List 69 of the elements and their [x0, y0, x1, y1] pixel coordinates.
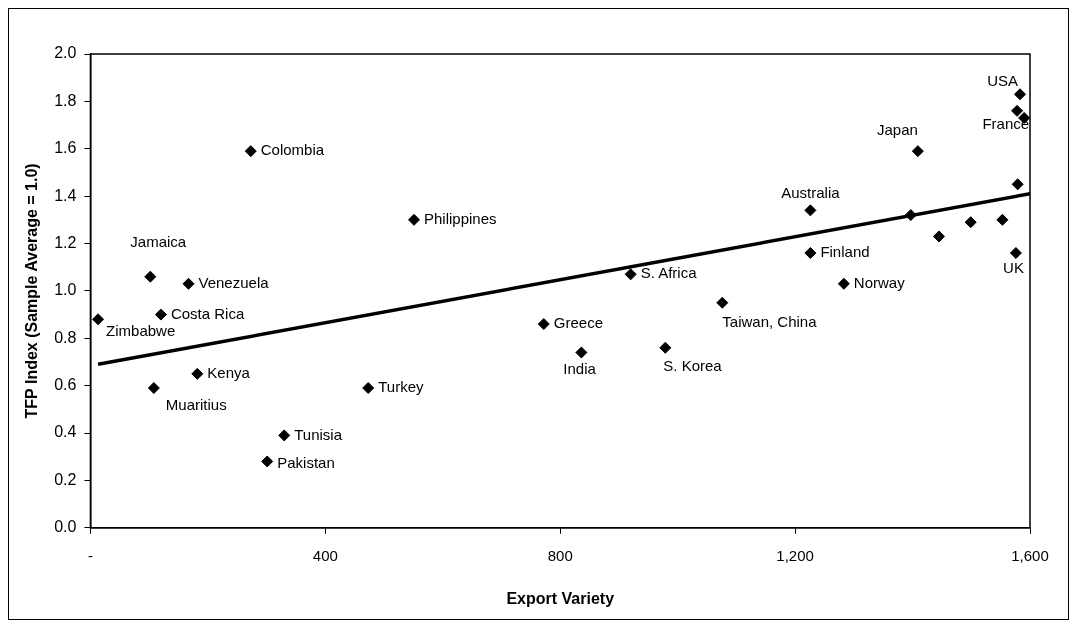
- x-tick-label: 1,600: [1011, 546, 1049, 564]
- point: [408, 213, 420, 226]
- annotation: France: [982, 115, 1030, 132]
- point: [1011, 104, 1024, 117]
- annotation: UK: [1003, 259, 1024, 277]
- x-tick-label: 800: [547, 546, 573, 564]
- x-tick-label: -: [87, 546, 93, 564]
- annotation: Taiwan, China: [722, 312, 818, 330]
- point: [147, 382, 160, 395]
- point: [244, 145, 257, 158]
- point: [996, 213, 1009, 226]
- y-tick-label: 1.2: [54, 233, 77, 251]
- annotation: India: [563, 359, 597, 377]
- point: [804, 204, 817, 217]
- y-tick-label: 1.6: [54, 139, 77, 157]
- point: [904, 209, 917, 222]
- annotation: Muaritius: [165, 396, 227, 414]
- y-tick-label: 1.8: [54, 91, 77, 109]
- y-tick-label: 0.0: [54, 518, 77, 536]
- y-tick-label: 0.6: [54, 376, 77, 394]
- annotation: Pakistan: [277, 453, 335, 471]
- annotation: Japan: [876, 121, 918, 139]
- annotation: Venezuela: [198, 273, 270, 291]
- point: [964, 216, 977, 229]
- point: [804, 247, 817, 259]
- annotation: Greece: [553, 314, 603, 332]
- y-tick-label: 2.0: [54, 44, 77, 62]
- point: [659, 341, 672, 354]
- y-tick-label: 0.2: [54, 470, 77, 488]
- point: [362, 382, 375, 395]
- point: [1014, 88, 1027, 101]
- point: [261, 455, 274, 468]
- annotation: USA: [987, 72, 1019, 90]
- annotation: Norway: [853, 273, 906, 291]
- y-tick-label: 0.8: [54, 328, 77, 346]
- annotation: Kenya: [207, 363, 251, 381]
- point: [932, 230, 945, 243]
- point: [716, 296, 729, 309]
- y-tick-label: 1.0: [54, 281, 77, 299]
- x-tick-label: 1,200: [776, 546, 814, 564]
- point: [537, 318, 550, 331]
- point: [92, 313, 105, 326]
- annotation: Costa Rica: [170, 304, 245, 322]
- x-axis-title: Export Variety: [506, 589, 615, 607]
- annotation: Finland: [820, 243, 870, 261]
- annotation: Jamaica: [130, 232, 187, 250]
- point: [837, 277, 850, 290]
- annotation: S. Korea: [663, 356, 723, 374]
- point: [624, 268, 637, 281]
- point: [575, 346, 588, 359]
- annotation: Turkey: [378, 378, 424, 396]
- point: [154, 308, 167, 321]
- point: [191, 367, 204, 380]
- annotation: S. Africa: [640, 264, 698, 282]
- annotation: Tunisia: [294, 425, 343, 443]
- y-tick-label: 0.4: [54, 423, 77, 441]
- y-tick-label: 1.4: [54, 186, 77, 204]
- point: [911, 145, 924, 158]
- point: [144, 270, 157, 283]
- x-tick-label: 400: [312, 546, 338, 564]
- point: [278, 429, 291, 442]
- annotation: Colombia: [260, 141, 325, 159]
- annotation: Australia: [781, 184, 841, 202]
- y-axis-title: TFP Index (Sample Average = 1.0): [23, 163, 41, 419]
- annotation: Zimbabwe: [106, 322, 176, 340]
- point: [1009, 247, 1022, 259]
- point: [1011, 178, 1024, 191]
- annotation: Philippines: [424, 209, 497, 227]
- point: [182, 277, 195, 290]
